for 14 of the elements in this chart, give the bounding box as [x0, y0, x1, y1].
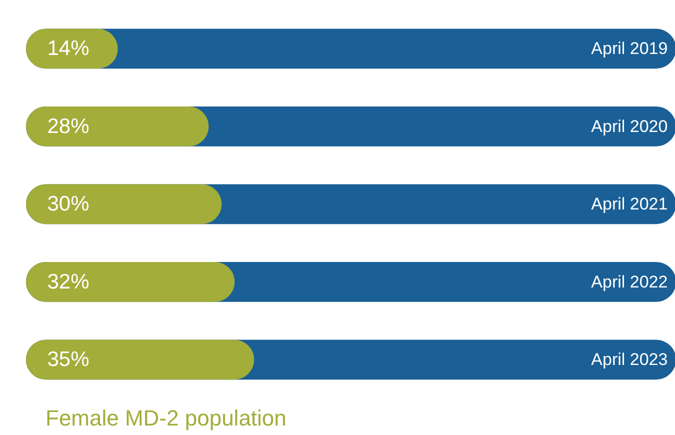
data-label: 14%: [47, 37, 90, 60]
y-tick-label: April 2019: [591, 39, 668, 58]
y-tick-label: April 2020: [591, 116, 668, 136]
text: Female MD-2 population: [46, 406, 286, 430]
bar: [26, 184, 222, 224]
data-label: 28%: [47, 114, 90, 138]
data-label: 30%: [47, 192, 90, 216]
y-tick-label: April 2023: [591, 350, 668, 370]
data-label: 35%: [47, 348, 90, 372]
y-tick-label: April 2022: [591, 272, 668, 292]
bar: [26, 106, 209, 146]
data-label: 32%: [47, 270, 90, 294]
y-tick-label: April 2021: [591, 194, 668, 214]
bar: [26, 262, 235, 302]
